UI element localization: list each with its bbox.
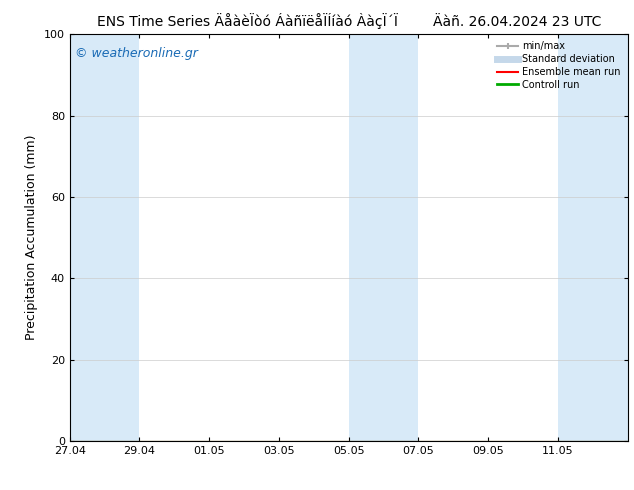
Bar bbox=[558, 34, 628, 441]
Title: ENS Time Series ÄåàèÏòó ÁàñïëåÏÍíàó ÀàçÏ´Ï        Äàñ. 26.04.2024 23 UTC: ENS Time Series ÄåàèÏòó ÁàñïëåÏÍíàó ÀàçÏ… bbox=[96, 13, 601, 29]
Y-axis label: Precipitation Accumulation (mm): Precipitation Accumulation (mm) bbox=[25, 135, 38, 341]
Bar bbox=[349, 34, 418, 441]
Text: © weatheronline.gr: © weatheronline.gr bbox=[75, 47, 198, 59]
Bar bbox=[70, 34, 139, 441]
Legend: min/max, Standard deviation, Ensemble mean run, Controll run: min/max, Standard deviation, Ensemble me… bbox=[495, 39, 623, 92]
